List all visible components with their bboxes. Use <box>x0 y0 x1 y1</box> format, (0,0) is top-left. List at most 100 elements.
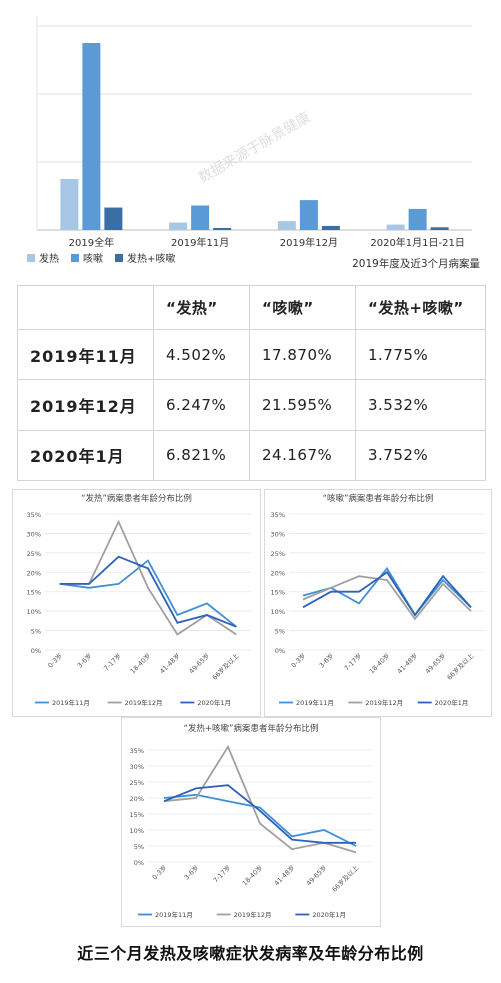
table-cell: 21.595% <box>249 379 356 431</box>
x-tick-label: 41-48岁 <box>158 651 182 675</box>
series-line-2 <box>302 571 472 617</box>
x-tick-label: 66岁及以上 <box>330 863 361 894</box>
legend-label: 2019年12月 <box>234 910 272 919</box>
x-tick-label: 49-65岁 <box>304 863 328 887</box>
series-line-2 <box>163 784 356 844</box>
x-tick-label: 3-6岁 <box>317 651 335 669</box>
line-chart-panel-fever-cough: “发热+咳嗽”病案患者年龄分布比例 0% 5% 10% 15% 20% 25% 30% 35% 0… <box>121 717 381 927</box>
legend-swatch <box>27 254 35 262</box>
table-row-label: 2020年1月 <box>17 429 154 482</box>
x-tick-label: 18-40岁 <box>240 863 264 887</box>
y-tick-label: 10% <box>27 608 41 616</box>
x-tick-label: 2019年12月 <box>280 236 338 249</box>
x-tick-label: 3-6岁 <box>182 863 200 881</box>
line-chart-title: “咳嗽”病案患者年龄分布比例 <box>323 493 434 504</box>
y-tick-label: 10% <box>130 827 144 835</box>
y-tick-label: 35% <box>130 747 144 755</box>
x-tick-label: 2019全年 <box>69 236 114 249</box>
series-line-2 <box>59 555 237 628</box>
y-tick-label: 5% <box>134 843 144 851</box>
bar-2-0 <box>104 207 123 230</box>
legend-label: 2019年11月 <box>155 910 193 919</box>
legend-label: 2020年1月 <box>435 698 469 707</box>
y-tick-label: 0% <box>275 647 285 655</box>
table-cell: 3.752% <box>355 429 486 482</box>
y-tick-label: 25% <box>130 779 144 787</box>
figure-caption: 近三个月发热及咳嗽症状发病率及年龄分布比例 <box>77 944 424 963</box>
line-chart-panel-cough: “咳嗽”病案患者年龄分布比例 0% 5% 10% 15% 20% 25% 30% 35% 0-3岁… <box>264 489 492 717</box>
y-tick-label: 15% <box>27 589 41 597</box>
y-tick-label: 5% <box>31 628 41 636</box>
legend-label: 2019年11月 <box>296 698 334 707</box>
x-tick-label: 7-17岁 <box>211 863 232 884</box>
table-cell: 6.247% <box>153 379 250 431</box>
bar-0-0 <box>60 179 79 230</box>
table-cell: 3.532% <box>355 379 486 431</box>
bar-1-0 <box>82 43 101 230</box>
series-line-1 <box>59 519 237 636</box>
legend-label: 2020年1月 <box>197 698 231 707</box>
bar-1-3 <box>408 208 427 230</box>
y-tick-label: 5% <box>275 628 285 636</box>
x-tick-label: 49-65岁 <box>187 651 211 675</box>
series-line-0 <box>59 559 237 628</box>
bar-2-3 <box>430 227 449 230</box>
series-line-1 <box>302 575 472 621</box>
x-tick-label: 18-40岁 <box>128 651 152 675</box>
series-line-1 <box>163 744 357 854</box>
y-tick-label: 30% <box>130 763 144 771</box>
y-tick-label: 20% <box>27 569 41 577</box>
y-tick-label: 25% <box>27 550 41 558</box>
table-row-label: 2019年11月 <box>17 329 154 381</box>
table-row-label: 2019年12月 <box>17 379 154 431</box>
legend-swatch <box>71 254 79 262</box>
x-tick-label: 66岁及以上 <box>210 651 241 682</box>
line-chart-fever: “发热”病案患者年龄分布比例 0% 5% 10% 15% 20% 25% 30% 35% 0-3岁… <box>27 493 251 707</box>
legend-label: 2019年12月 <box>365 698 403 707</box>
line-chart-fever-cough: “发热+咳嗽”病案患者年龄分布比例 0% 5% 10% 15% 20% 25% 30% 35% 0… <box>130 723 372 919</box>
table-cell: 1.775% <box>355 329 486 381</box>
y-tick-label: 35% <box>27 511 41 519</box>
y-tick-label: 30% <box>27 530 41 538</box>
bar-2-2 <box>321 225 340 230</box>
table-header-cell <box>17 284 154 331</box>
legend-label: 2019年11月 <box>52 698 90 707</box>
watermark: 数据来源于脉景健康 <box>196 109 314 187</box>
table-header-cell: “发热” <box>153 284 250 331</box>
bar-0-3 <box>386 224 405 230</box>
y-tick-label: 15% <box>271 589 285 597</box>
bar-0-2 <box>277 221 296 230</box>
table-header-cell: “咳嗽” <box>249 284 356 331</box>
y-tick-label: 25% <box>271 550 285 558</box>
y-tick-label: 35% <box>271 511 285 519</box>
rate-table: “发热” “咳嗽” “发热+咳嗽” 2019年11月 4.502% 17.870… <box>17 284 486 482</box>
x-tick-label: 41-48岁 <box>395 651 419 675</box>
table-cell: 4.502% <box>153 329 250 381</box>
legend-label: 发热+咳嗽 <box>127 252 175 265</box>
x-tick-label: 66岁及以上 <box>445 651 476 682</box>
y-tick-label: 0% <box>134 859 144 867</box>
legend-label: 2020年1月 <box>312 910 346 919</box>
line-chart-title: “发热”病案患者年龄分布比例 <box>81 493 192 504</box>
x-tick-label: 0-3岁 <box>150 863 168 881</box>
table-header-cell: “发热+咳嗽” <box>355 284 486 331</box>
x-tick-label: 2020年1月1日-21日 <box>370 236 465 249</box>
legend-label: 发热 <box>39 252 59 265</box>
bar-1-1 <box>191 205 210 230</box>
legend-label: 咳嗽 <box>83 252 103 265</box>
line-chart-panel-fever: “发热”病案患者年龄分布比例 0% 5% 10% 15% 20% 25% 30% 35% 0-3岁… <box>12 489 261 717</box>
table-cell: 17.870% <box>249 329 356 381</box>
bar-1-2 <box>299 200 318 230</box>
x-tick-label: 0-3岁 <box>289 651 307 669</box>
legend-swatch <box>115 254 123 262</box>
table-row: 2019年11月 4.502% 17.870% 1.775% <box>17 329 486 381</box>
table-header-row: “发热” “咳嗽” “发热+咳嗽” <box>17 284 486 331</box>
x-tick-label: 7-17岁 <box>342 651 363 672</box>
table-row: 2019年12月 6.247% 21.595% 3.532% <box>17 379 486 431</box>
y-tick-label: 20% <box>271 569 285 577</box>
line-chart-title: “发热+咳嗽”病案患者年龄分布比例 <box>184 723 319 734</box>
legend-label: 2019年12月 <box>125 698 163 707</box>
y-tick-label: 20% <box>130 795 144 803</box>
bar-0-1 <box>169 222 188 230</box>
